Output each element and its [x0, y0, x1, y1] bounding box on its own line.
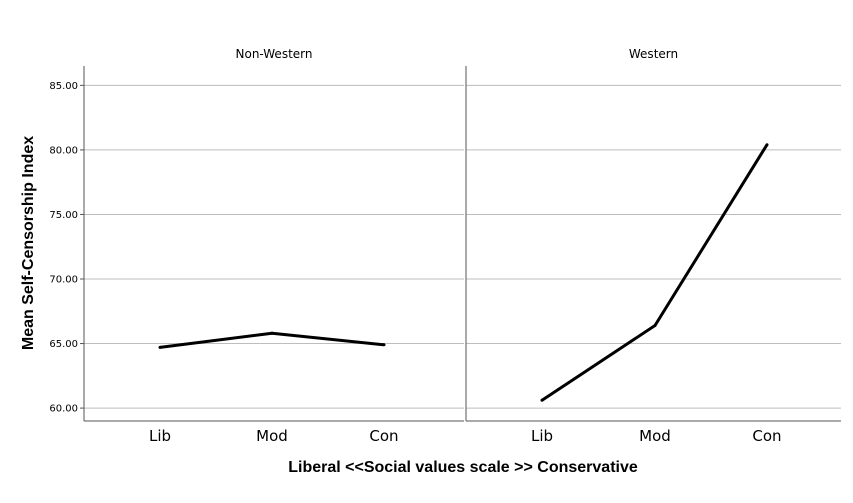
x-tick-label: Con	[752, 427, 781, 445]
series-line	[159, 331, 385, 349]
y-tick-label: 70.00	[49, 275, 78, 286]
y-tick-label: 65.00	[49, 339, 78, 350]
y-tick-label: 85.00	[49, 81, 78, 92]
series-line	[541, 143, 769, 402]
y-tick-label: 75.00	[49, 210, 78, 221]
x-axis-title: Liberal <<Social values scale >> Conserv…	[288, 459, 638, 476]
data-point	[765, 143, 769, 147]
data-point	[382, 343, 386, 347]
x-tick-label: Lib	[149, 427, 171, 445]
data-point	[270, 331, 274, 335]
data-point	[653, 324, 657, 327]
data-point	[158, 345, 162, 349]
y-axis-title: Mean Self-Censorship Index	[20, 136, 37, 350]
panel-title: Western	[629, 47, 678, 61]
panel-title: Non-Western	[236, 47, 313, 61]
panel-2: Western Lib Mod Con	[465, 47, 841, 445]
data-point	[540, 398, 544, 402]
panels: Non-Western 60.00 65.00 70.00 75.00 80.00 85.0…	[49, 47, 841, 445]
x-tick-label: Mod	[639, 427, 671, 445]
panel-1: Non-Western 60.00 65.00 70.00 75.00 80.00 85.0…	[49, 47, 464, 445]
x-tick-label: Con	[369, 427, 398, 445]
x-tick-label: Lib	[531, 427, 553, 445]
y-tick-label: 60.00	[49, 404, 78, 415]
y-tick-label: 80.00	[49, 145, 78, 156]
x-tick-label: Mod	[256, 427, 288, 445]
